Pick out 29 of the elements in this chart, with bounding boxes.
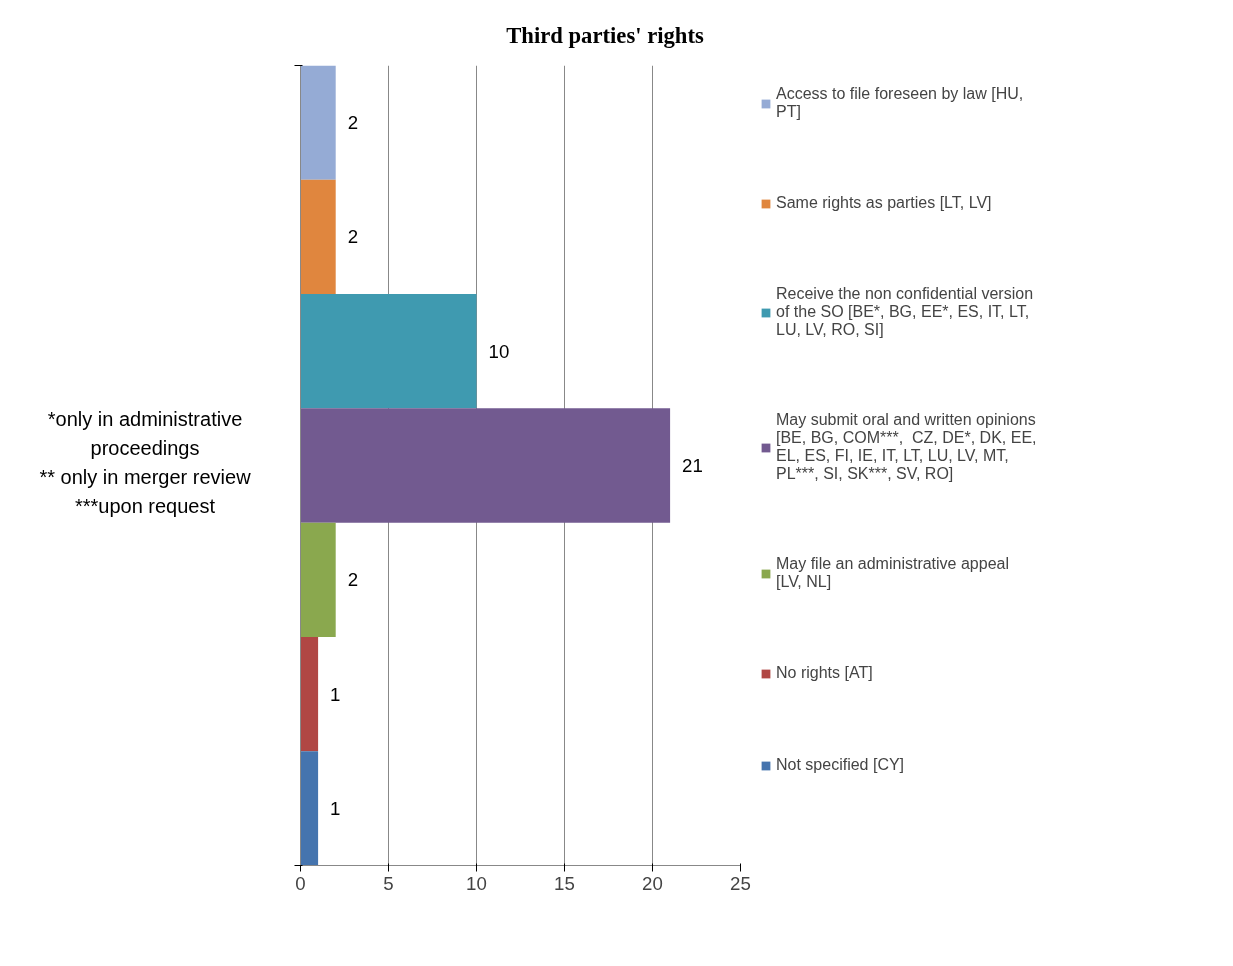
x-tick-label: 0 <box>295 872 306 894</box>
legend-label: Not specified [CY] <box>776 755 905 775</box>
data-label: 1 <box>330 797 341 819</box>
x-tick-label: 20 <box>642 872 663 894</box>
legend-label: Access to file foreseen by law [HU, PT] <box>776 85 1024 121</box>
data-label: 2 <box>347 112 359 134</box>
data-label: 1 <box>330 683 341 705</box>
legend-label: Same rights as parties [LT, LV] <box>776 193 992 213</box>
bar <box>300 751 319 866</box>
x-tick-label: 15 <box>554 872 575 894</box>
x-tick-label: 10 <box>466 872 487 894</box>
bar <box>300 522 336 637</box>
legend-label: No rights [AT] <box>776 663 873 683</box>
data-label: 10 <box>488 340 510 362</box>
legend-label: Receive the non confidential version of the SO [BE*, BG, EE*, ES, IT, LT, LU, LV, RO, SI] <box>776 285 1034 339</box>
bar <box>300 408 671 523</box>
chart-title: Third parties' rights <box>506 22 704 50</box>
data-label: 2 <box>347 569 359 591</box>
bar <box>300 179 336 295</box>
bar <box>300 294 477 409</box>
x-tick-label: 5 <box>383 872 394 894</box>
text: May submit oral and written opinions [BE, BG, COM***, CZ, DE*, DK, EE, EL, ES, FI, IE, IT, LT, LU, LV, MT, PL***, SI, SK***, SV, RO] <box>776 411 1037 482</box>
x-tick-label: 25 <box>730 872 751 894</box>
bar <box>300 65 336 180</box>
data-label: 2 <box>347 226 359 248</box>
bar <box>300 636 319 752</box>
legend-label: May file an administrative appeal [LV, NL] <box>776 555 1010 591</box>
text: *only in administrative proceedings ** only in merger review ***upon request <box>38 407 252 519</box>
data-label: 21 <box>682 455 703 476</box>
